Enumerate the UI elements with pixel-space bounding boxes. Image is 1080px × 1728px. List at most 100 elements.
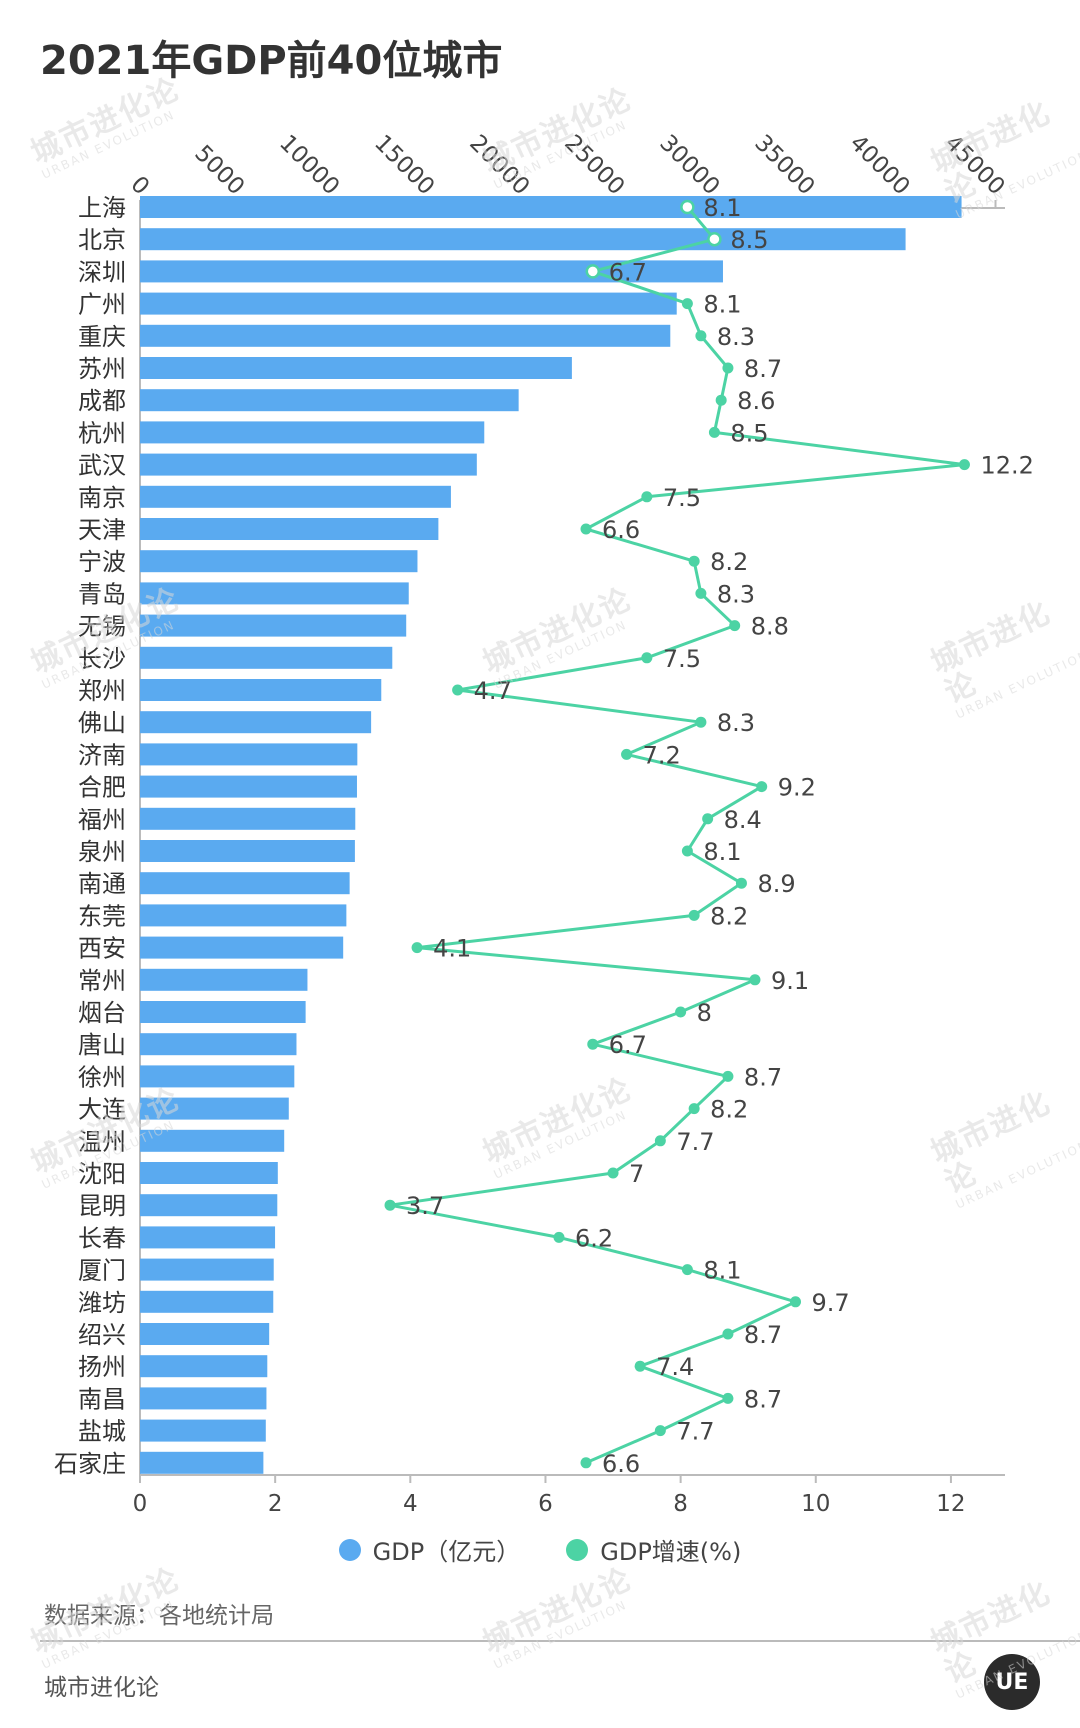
city-label: 武汉 [78,452,126,480]
gdp-bar [140,485,451,508]
gdp-bar [140,775,357,798]
growth-point [735,877,747,889]
city-label: 西安 [78,935,126,963]
ue-logo: UE [984,1654,1040,1710]
city-label: 郑州 [78,677,126,705]
gdp-bar [140,1323,270,1345]
growth-data-label: 8.7 [744,1321,782,1349]
growth-data-label: 6.2 [575,1224,613,1252]
gdp-bar [140,260,723,283]
legend-item-gdp[interactable]: GDP（亿元） [338,1532,521,1567]
city-label: 常州 [78,967,126,995]
growth-data-label: 8.6 [737,387,775,415]
gdp-bar [140,324,671,347]
legend-label-growth: GDP增速(%) [600,1538,742,1566]
gdp-bar [140,711,372,734]
growth-point [580,523,592,535]
city-label: 盐城 [78,1418,126,1446]
growth-point [621,748,633,760]
gdp-bar [140,968,308,991]
growth-line [388,206,966,1465]
city-label: 深圳 [78,258,126,286]
growth-data-label: 8.2 [710,548,748,576]
growth-point [580,1457,592,1469]
growth-data-label: 6.6 [602,1450,640,1478]
gdp-bar [140,196,962,218]
growth-point [587,1038,599,1050]
city-label: 徐州 [78,1063,126,1091]
gdp-bar [140,582,409,605]
gdp-bar [140,1065,295,1088]
legend-item-growth[interactable]: GDP增速(%) [566,1532,741,1567]
city-label: 长沙 [78,645,126,673]
gdp-bar [140,1097,289,1120]
city-label: 成都 [78,387,126,415]
gdp-bar [140,1258,274,1281]
growth-data-label: 6.7 [609,1031,647,1059]
growth-data-label: 8.7 [744,355,782,383]
city-label: 长春 [78,1224,126,1252]
city-label: 南京 [78,484,126,512]
city-label: 苏州 [78,355,126,383]
growth-point [695,330,707,342]
city-label: 福州 [78,806,126,834]
growth-point [749,974,761,986]
growth-point [641,652,653,664]
gdp-bar [140,1226,276,1249]
growth-point [654,1135,666,1147]
growth-point [384,1199,396,1211]
growth-data-label: 8.1 [703,838,741,866]
city-label: 温州 [78,1128,126,1156]
growth-point [715,394,727,406]
growth-data-label: 8.9 [757,870,795,898]
city-label: 潍坊 [78,1289,126,1317]
gdp-bar [140,1355,268,1378]
city-label: 沈阳 [78,1160,126,1188]
growth-data-label: 8.7 [744,1385,782,1413]
city-label: 南通 [78,870,126,898]
top-axis-tick-label: 5000 [189,140,249,200]
growth-data-label: 7.2 [643,741,681,769]
growth-point [729,620,741,632]
gdp-bar [140,904,347,927]
city-label: 宁波 [78,548,126,576]
city-label: 北京 [78,226,126,254]
city-label: 泉州 [78,838,126,866]
city-label: 石家庄 [54,1450,126,1478]
growth-data-label: 7.7 [676,1418,714,1446]
growth-data-label: 8.2 [710,1096,748,1124]
legend-label-gdp: GDP（亿元） [372,1538,521,1566]
gdp-chart: 0 5000 10000 15000 20000 25000 30000 35000 40000… [54,130,1034,1517]
top-axis-tick-label: 40000 [844,130,914,200]
growth-point [688,1103,700,1115]
legend-swatch-gdp [338,1538,361,1561]
growth-point [688,555,700,567]
growth-data-label: 8.3 [717,323,755,351]
growth-data-label: 9.7 [812,1289,850,1317]
growth-data-label: 8.1 [703,1257,741,1285]
gdp-bar [140,614,407,637]
city-label: 扬州 [78,1353,126,1381]
top-axis-tick-label: 10000 [274,130,344,200]
gdp-bar [140,453,477,476]
growth-data-label: 8.5 [730,419,768,447]
growth-point [681,298,693,310]
top-axis-tick-label: 15000 [369,130,439,200]
gdp-bar [140,1387,267,1410]
growth-point [708,426,720,438]
growth-data-label: 9.2 [778,774,816,802]
city-label: 佛山 [78,709,126,737]
bottom-axis-tick-label: 2 [268,1491,283,1517]
city-label: 重庆 [78,323,126,351]
gdp-bar [140,807,356,830]
growth-data-label: 7 [629,1160,644,1188]
growth-point [790,1296,802,1308]
growth-data-label: 8.3 [717,709,755,737]
top-axis-tick-label: 30000 [654,130,724,200]
gdp-bar [140,1419,266,1442]
gdp-bar [140,1001,306,1023]
growth-point [452,684,464,696]
gdp-bar [140,1290,274,1313]
data-source-note: 数据来源：各地统计局 [44,1603,274,1629]
gdp-bar [140,840,355,862]
